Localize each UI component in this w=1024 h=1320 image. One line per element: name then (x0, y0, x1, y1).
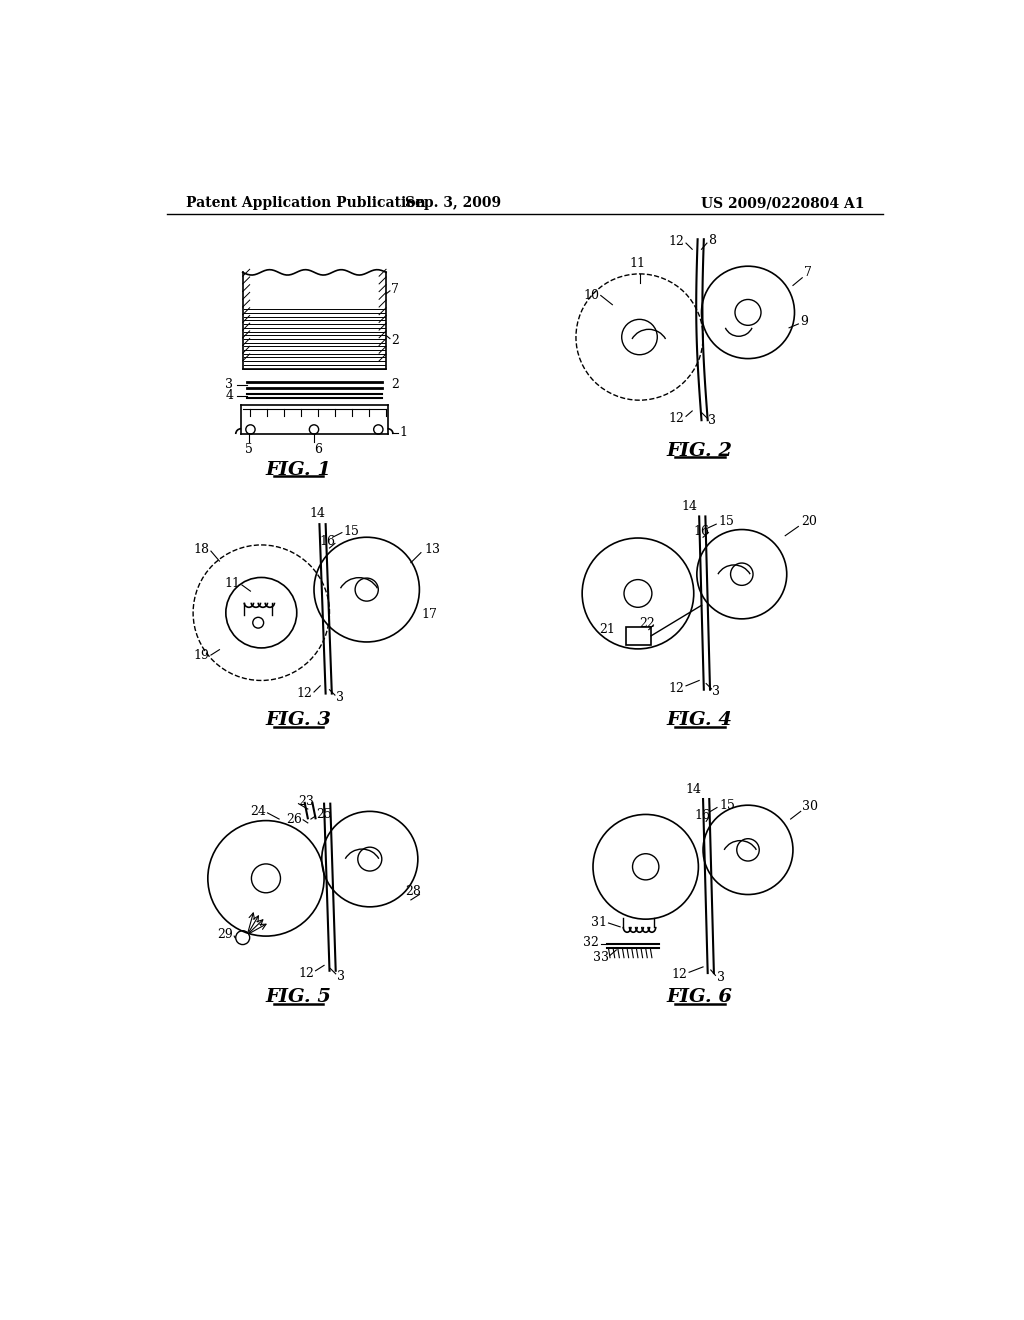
Text: 24: 24 (250, 805, 266, 818)
Text: 11: 11 (224, 577, 241, 590)
Text: 26: 26 (287, 813, 302, 825)
Text: 32: 32 (584, 936, 599, 949)
Text: 18: 18 (194, 543, 209, 556)
Text: 12: 12 (297, 686, 312, 700)
Text: FIG. 1: FIG. 1 (265, 461, 332, 479)
Text: 21: 21 (599, 623, 614, 636)
Text: 2: 2 (391, 334, 398, 347)
Text: 12: 12 (669, 235, 684, 248)
Text: 4: 4 (225, 389, 233, 403)
Text: 20: 20 (801, 515, 816, 528)
Text: 3: 3 (708, 413, 716, 426)
Text: 30: 30 (802, 800, 818, 813)
Text: 9: 9 (801, 315, 809, 329)
Text: 12: 12 (298, 966, 314, 979)
Text: FIG. 6: FIG. 6 (667, 989, 733, 1006)
Text: 15: 15 (719, 799, 735, 812)
Text: US 2009/0220804 A1: US 2009/0220804 A1 (700, 197, 864, 210)
Text: FIG. 4: FIG. 4 (667, 711, 733, 729)
Text: 7: 7 (804, 265, 812, 279)
Text: 14: 14 (685, 783, 701, 796)
Text: 15: 15 (343, 524, 359, 537)
Text: 2: 2 (391, 379, 398, 391)
Text: 16: 16 (695, 809, 711, 822)
Text: 28: 28 (406, 884, 421, 898)
Text: 25: 25 (316, 808, 332, 821)
Text: 7: 7 (391, 282, 398, 296)
Text: 3: 3 (717, 972, 725, 985)
Text: 1: 1 (399, 426, 408, 440)
Text: 3: 3 (713, 685, 720, 698)
Text: 14: 14 (309, 507, 326, 520)
Text: 10: 10 (584, 289, 599, 302)
Text: FIG. 2: FIG. 2 (667, 442, 733, 459)
Text: FIG. 5: FIG. 5 (265, 989, 332, 1006)
Text: 11: 11 (629, 257, 645, 271)
Text: 22: 22 (639, 616, 655, 630)
Text: 29: 29 (217, 928, 232, 941)
Text: 19: 19 (194, 648, 209, 661)
Text: 15: 15 (719, 515, 734, 528)
Text: 3: 3 (225, 379, 233, 391)
Text: 3: 3 (336, 690, 344, 704)
Text: 3: 3 (337, 970, 345, 982)
FancyBboxPatch shape (627, 627, 651, 645)
Text: 12: 12 (672, 968, 687, 981)
Text: 16: 16 (319, 536, 336, 548)
Text: 8: 8 (708, 234, 716, 247)
Text: 31: 31 (591, 916, 607, 929)
Text: 23: 23 (299, 795, 314, 808)
Text: 16: 16 (693, 524, 710, 537)
Text: 6: 6 (314, 444, 322, 457)
Text: FIG. 3: FIG. 3 (265, 711, 332, 729)
Text: Sep. 3, 2009: Sep. 3, 2009 (406, 197, 502, 210)
Text: 13: 13 (424, 543, 440, 556)
Text: 5: 5 (245, 444, 253, 457)
Text: 17: 17 (421, 607, 437, 620)
Text: 14: 14 (682, 499, 697, 512)
Text: 12: 12 (669, 681, 684, 694)
Text: Patent Application Publication: Patent Application Publication (186, 197, 426, 210)
Text: 33: 33 (593, 952, 608, 964)
Text: 12: 12 (669, 412, 684, 425)
